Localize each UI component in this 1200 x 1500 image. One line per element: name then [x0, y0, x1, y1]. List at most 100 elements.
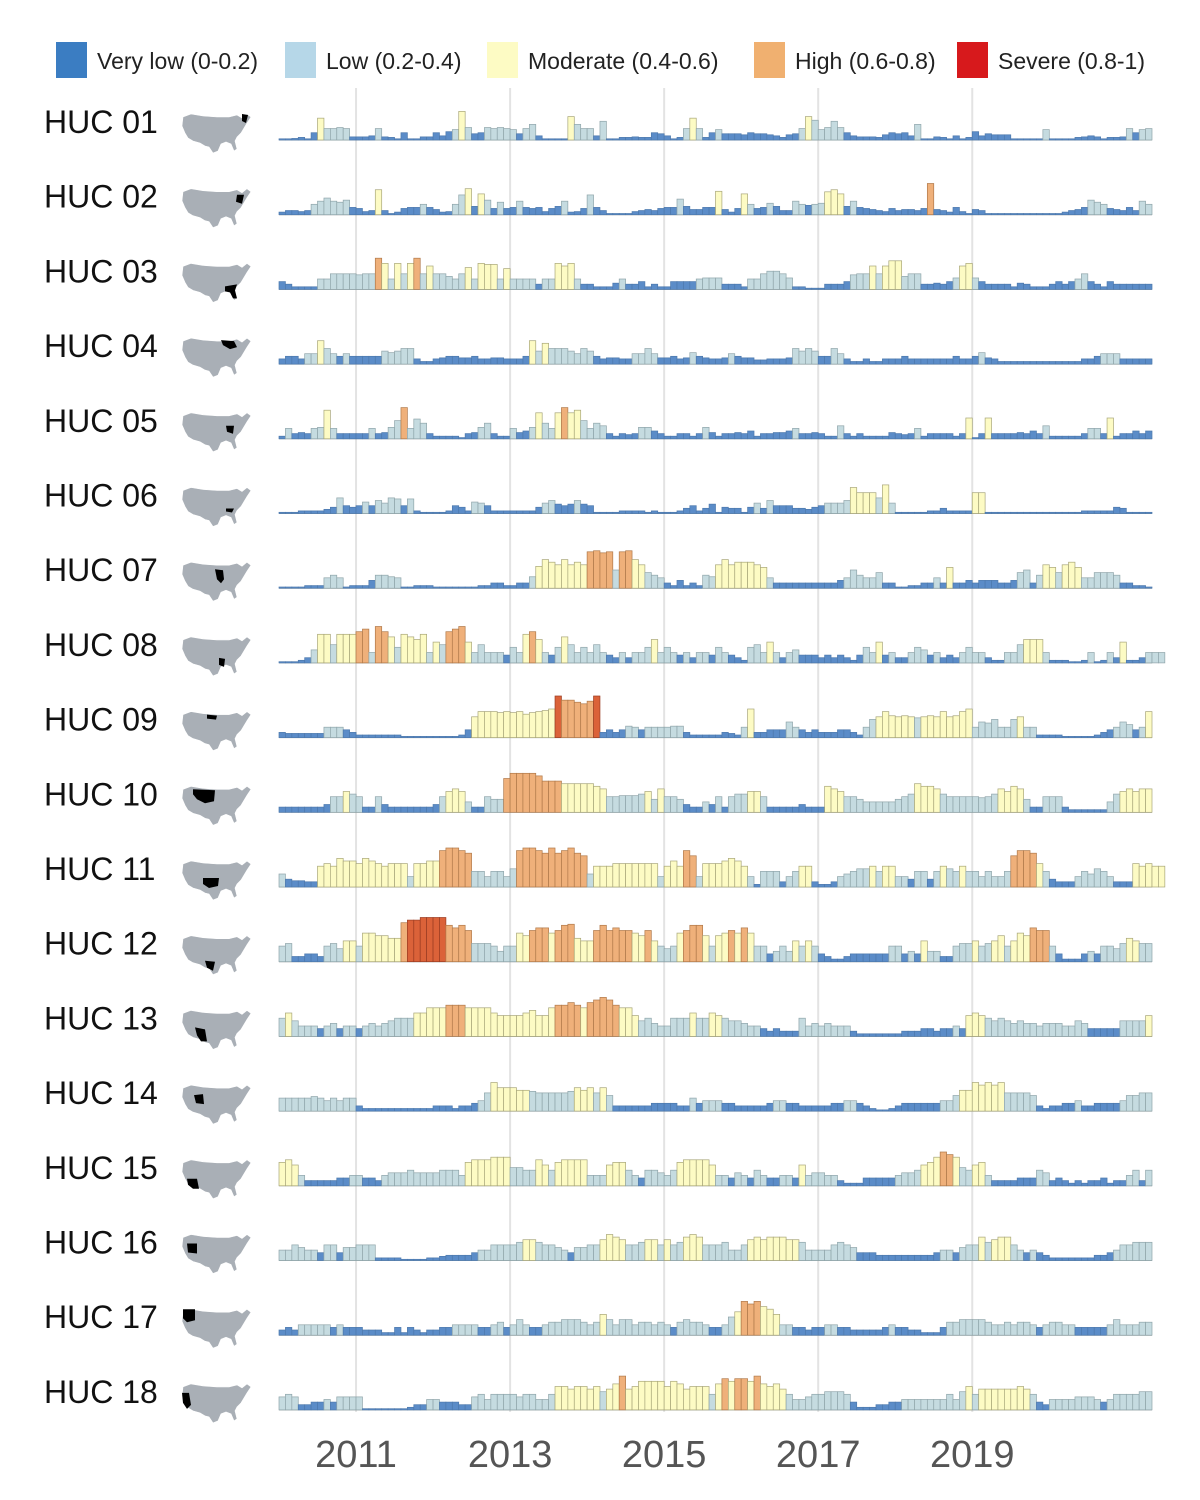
bar	[939, 1249, 947, 1261]
huc-region-highlight	[194, 1094, 204, 1105]
bar	[432, 1007, 440, 1037]
us-outline	[181, 636, 252, 677]
bar	[1125, 788, 1134, 813]
bar	[580, 855, 588, 888]
bar	[811, 432, 819, 440]
bar	[1010, 286, 1018, 290]
bar	[727, 654, 736, 664]
bar	[490, 208, 498, 216]
bar	[336, 858, 344, 888]
bar	[965, 1169, 973, 1187]
bar	[387, 137, 395, 141]
bar	[1036, 286, 1044, 290]
bar	[426, 136, 434, 141]
bar	[400, 1408, 408, 1411]
bar	[362, 585, 370, 589]
row-label: HUC 18	[44, 1374, 158, 1410]
bar	[882, 711, 890, 738]
bar	[644, 791, 652, 813]
bar	[843, 956, 851, 963]
bar	[355, 208, 363, 216]
bar	[926, 715, 935, 738]
bar	[1068, 881, 1076, 888]
bar	[400, 863, 408, 888]
us-map-icon	[181, 1383, 252, 1424]
bar	[753, 435, 761, 440]
bar	[689, 1321, 697, 1336]
bar	[291, 1329, 299, 1336]
bar	[830, 657, 838, 664]
bar	[285, 661, 293, 664]
bar	[734, 657, 742, 664]
bar	[650, 132, 659, 141]
bar	[811, 350, 819, 365]
bar	[625, 550, 633, 589]
bar	[1010, 138, 1018, 141]
bar	[1145, 283, 1153, 290]
bar	[593, 135, 601, 141]
bar	[1087, 281, 1095, 290]
bar	[837, 1391, 845, 1411]
bar	[458, 357, 466, 365]
bar	[419, 863, 427, 888]
bar	[561, 348, 569, 365]
huc-region-highlight	[203, 878, 219, 888]
bar	[811, 506, 819, 514]
bar	[330, 428, 338, 440]
bar	[400, 736, 408, 738]
bar	[407, 736, 415, 738]
bar	[317, 585, 325, 589]
bar	[914, 124, 922, 141]
bar	[1023, 1252, 1031, 1261]
bar	[715, 1100, 723, 1112]
bar	[715, 935, 723, 963]
bar	[882, 211, 890, 216]
bar	[439, 1327, 447, 1336]
bar	[400, 348, 408, 365]
bar	[740, 1244, 748, 1261]
bar	[606, 654, 614, 664]
bar	[413, 418, 421, 440]
bar	[484, 711, 492, 738]
bar	[747, 1025, 755, 1037]
bar	[888, 208, 896, 216]
bar	[419, 203, 427, 216]
bar	[959, 265, 967, 290]
bar	[342, 1396, 350, 1411]
bar	[342, 199, 350, 216]
bar	[811, 881, 819, 888]
bar	[548, 208, 556, 216]
bar	[727, 353, 736, 365]
bar	[1074, 876, 1082, 888]
bar	[586, 940, 594, 963]
bar	[946, 654, 954, 664]
bar	[1042, 734, 1050, 738]
bar	[760, 567, 768, 589]
bar	[869, 1252, 877, 1261]
bar	[496, 582, 505, 589]
bar	[573, 353, 582, 365]
bar	[1119, 1180, 1127, 1187]
bar	[387, 734, 395, 738]
bar	[638, 793, 646, 813]
bar	[1138, 1321, 1146, 1336]
bar	[1004, 1020, 1012, 1037]
bar	[644, 348, 652, 365]
bar	[278, 1249, 286, 1261]
bar	[522, 1012, 530, 1037]
bar	[285, 1249, 293, 1261]
huc-row-9: HUC 10	[44, 772, 1153, 826]
bar	[837, 654, 845, 664]
bar	[291, 1097, 299, 1112]
bar	[1036, 930, 1044, 963]
bar	[650, 1324, 659, 1336]
bar	[618, 1162, 626, 1187]
bar	[599, 732, 607, 738]
bar	[683, 732, 691, 738]
bar	[1042, 871, 1050, 888]
bar	[798, 507, 806, 514]
bar	[618, 551, 626, 589]
bar	[548, 428, 556, 440]
bar	[432, 132, 440, 141]
bar	[978, 1015, 986, 1037]
